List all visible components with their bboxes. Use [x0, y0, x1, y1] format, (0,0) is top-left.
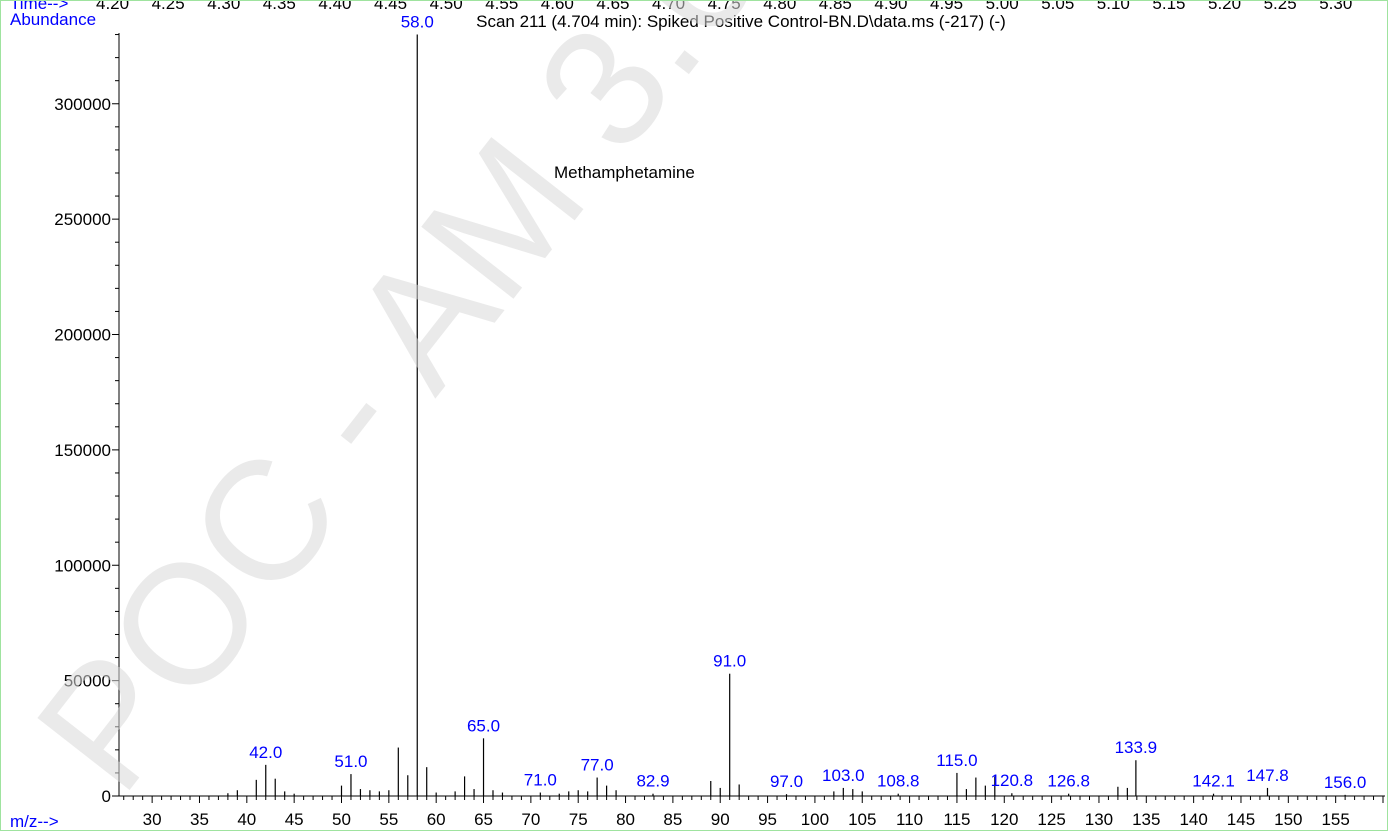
x-tick-label: 45 — [285, 810, 304, 829]
peak-label: 42.0 — [249, 743, 282, 762]
y-axis-label: Abundance — [10, 10, 96, 29]
y-tick-label: 300000 — [54, 95, 111, 114]
y-tick-label: 100000 — [54, 556, 111, 575]
x-tick-label: 90 — [711, 810, 730, 829]
peak-label: 108.8 — [877, 772, 920, 791]
x-tick-label: 155 — [1321, 810, 1349, 829]
x-tick-label: 150 — [1274, 810, 1302, 829]
x-tick-label: 50 — [332, 810, 351, 829]
peak-label: 65.0 — [467, 716, 500, 735]
x-tick-label: 65 — [474, 810, 493, 829]
y-tick-label: 50000 — [64, 672, 111, 691]
peak-label: 115.0 — [936, 751, 977, 770]
peak-label: 142.1 — [1192, 772, 1235, 791]
time-tick-label: 4.20 — [96, 1, 129, 13]
x-axis-label: m/z--> — [10, 812, 59, 831]
x-tick-label: 30 — [143, 810, 162, 829]
peak-label: 126.8 — [1047, 772, 1090, 791]
chart-title: Scan 211 (4.704 min): Spiked Positive Co… — [476, 12, 1006, 31]
peak-label: 82.9 — [636, 772, 669, 791]
y-tick-label: 0 — [102, 787, 111, 806]
time-tick-label: 4.75 — [708, 1, 741, 13]
x-tick-label: 60 — [427, 810, 446, 829]
time-tick-label: 4.60 — [541, 1, 574, 13]
y-tick-label: 150000 — [54, 441, 111, 460]
peak-label: 91.0 — [713, 652, 746, 671]
time-tick-label: 5.20 — [1208, 1, 1241, 13]
peak-label: 58.0 — [401, 13, 434, 32]
peak-label: 77.0 — [581, 756, 614, 775]
time-tick-label: 4.55 — [485, 1, 518, 13]
time-tick-label: 5.30 — [1319, 1, 1352, 13]
x-tick-label: 40 — [237, 810, 256, 829]
peak-label: 120.8 — [991, 771, 1034, 790]
time-tick-label: 4.90 — [874, 1, 907, 13]
x-tick-label: 115 — [943, 810, 970, 829]
x-tick-label: 120 — [990, 810, 1018, 829]
time-tick-label: 4.40 — [318, 1, 351, 13]
x-tick-label: 130 — [1085, 810, 1113, 829]
time-tick-label: 5.00 — [986, 1, 1019, 13]
time-tick-label: 4.65 — [596, 1, 629, 13]
time-axis-label: Time--> — [10, 1, 68, 13]
peak-label: 156.0 — [1324, 773, 1367, 792]
y-tick-label: 250000 — [54, 210, 111, 229]
y-tick-label: 200000 — [54, 326, 111, 345]
time-tick-label: 5.10 — [1097, 1, 1130, 13]
x-tick-label: 145 — [1227, 810, 1255, 829]
x-tick-label: 125 — [1037, 810, 1065, 829]
peak-label: 147.8 — [1246, 766, 1289, 785]
time-tick-label: 5.15 — [1152, 1, 1185, 13]
x-tick-label: 70 — [521, 810, 540, 829]
peak-label: 97.0 — [770, 772, 803, 791]
time-tick-label: 4.25 — [152, 1, 185, 13]
time-tick-label: 4.35 — [263, 1, 296, 13]
x-tick-label: 100 — [801, 810, 829, 829]
peak-label: 133.9 — [1115, 738, 1158, 757]
time-tick-label: 4.30 — [207, 1, 240, 13]
peak-label: 103.0 — [822, 766, 865, 785]
time-tick-label: 4.70 — [652, 1, 685, 13]
x-tick-label: 110 — [896, 810, 923, 829]
time-tick-label: 4.50 — [430, 1, 463, 13]
time-tick-label: 5.25 — [1264, 1, 1297, 13]
peak-label: 71.0 — [524, 771, 557, 790]
time-tick-label: 4.85 — [819, 1, 852, 13]
x-tick-label: 35 — [190, 810, 209, 829]
x-tick-label: 85 — [663, 810, 682, 829]
time-tick-label: 4.45 — [374, 1, 407, 13]
x-tick-label: 95 — [758, 810, 777, 829]
x-tick-label: 135 — [1132, 810, 1160, 829]
x-tick-label: 105 — [848, 810, 876, 829]
x-tick-label: 80 — [616, 810, 635, 829]
time-tick-label: 4.95 — [930, 1, 963, 13]
x-tick-label: 75 — [569, 810, 588, 829]
compound-annotation: Methamphetamine — [554, 163, 695, 182]
time-tick-label: 4.80 — [763, 1, 796, 13]
peak-label: 51.0 — [334, 752, 367, 771]
time-tick-label: 5.05 — [1041, 1, 1074, 13]
x-tick-label: 55 — [379, 810, 398, 829]
x-tick-label: 140 — [1179, 810, 1207, 829]
